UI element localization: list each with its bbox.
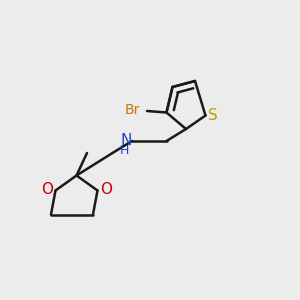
Text: H: H xyxy=(120,143,129,157)
Text: O: O xyxy=(100,182,112,197)
Text: Br: Br xyxy=(125,103,140,117)
Text: N: N xyxy=(121,133,132,148)
Text: O: O xyxy=(41,182,53,197)
Text: S: S xyxy=(208,108,218,123)
